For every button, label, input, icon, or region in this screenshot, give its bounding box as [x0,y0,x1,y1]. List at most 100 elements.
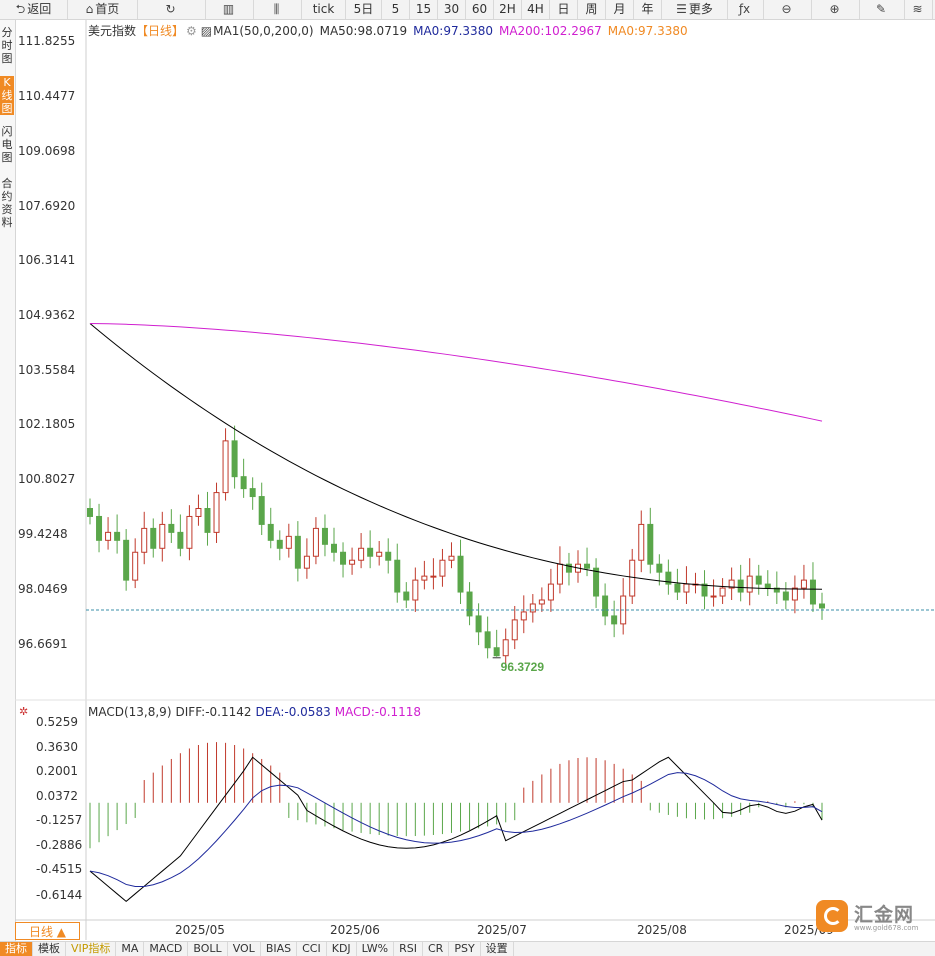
ma-icon[interactable]: ▨ [200,24,213,38]
candle-body [294,535,301,569]
toolbar-14-button[interactable]: 周 [578,0,606,19]
toolbar-12-button[interactable]: 4H [522,0,550,19]
layers-button[interactable]: ≋ [905,0,933,19]
macd-tick-label: -0.4515 [36,862,83,876]
candle-body [665,571,672,585]
macd-settings-icon[interactable]: ✲ [19,705,29,718]
toolbar-10-button[interactable]: 60 [466,0,494,19]
macd-tick-label: -0.2886 [36,838,83,852]
macd-tick-label: 0.2001 [36,764,78,778]
indicator-tab-12[interactable]: CR [423,942,450,956]
toolbar-8-button[interactable]: 15 [410,0,438,19]
instrument-title: 美元指数 [88,24,137,38]
macd-diff-line [89,756,823,903]
indicator-tab-14[interactable]: 设置 [481,942,514,956]
candle-body [656,563,663,573]
candle-body [755,575,762,585]
toolbar-1-button[interactable]: ⌂ 首页 [68,0,138,19]
toolbar-13-button[interactable]: 日 [550,0,578,19]
indicator-tab-4[interactable]: MACD [144,942,189,956]
candle-body [502,639,509,657]
date-tick-label: 2025/06 [330,923,380,937]
indicator-tab-6[interactable]: VOL [228,942,261,956]
toolbar-label: 年 [641,2,654,16]
indicator-tab-1[interactable]: 模板 [33,942,66,956]
candle-body [484,631,491,649]
logo-icon [816,900,848,932]
toolbar-label: 周 [585,2,598,16]
toolbar-label: tick [312,2,335,16]
ma0b-value: MA0:97.3380 [607,24,688,38]
indicator-tab-13[interactable]: PSY [449,942,481,956]
candle-body [141,527,148,553]
indicator-tab-0[interactable]: 指标 [0,942,33,956]
candle-body [448,555,455,561]
candle-body [177,531,184,549]
candle-body [331,543,337,553]
toolbar-11-button[interactable]: 2H [494,0,522,19]
zoom-out-icon: ⊖ [781,2,792,16]
view-tab-2[interactable]: 闪电图 [1,125,13,164]
candle-body [150,527,157,549]
toolbar-label: 4H [527,2,544,16]
indicator-tab-2[interactable]: VIP指标 [66,942,117,956]
toolbar-6-button[interactable]: 5日 [346,0,382,19]
indicator-tab-10[interactable]: LW% [357,942,395,956]
toolbar-label: 5日 [353,2,374,16]
function-button[interactable]: ƒx [728,0,764,19]
toolbar-9-button[interactable]: 30 [438,0,466,19]
date-tick-label: 2025/05 [175,923,225,937]
candle-body [538,599,545,605]
candle-body [114,531,121,541]
candle-body [728,579,735,589]
refresh-icon: ↻ [165,2,176,16]
candle-body [602,595,609,617]
toolbar-label: 60 [471,2,488,16]
candle-body [475,615,482,633]
toolbar-7-button[interactable]: 5 [382,0,410,19]
candle-body [638,523,645,561]
toolbar-label: 2H [499,2,516,16]
price-tick-label: 100.8027 [18,472,76,486]
period-selector-button[interactable]: 日线 ▲ [15,922,80,940]
price-tick-label: 103.5584 [18,363,76,377]
view-tab-1[interactable]: K线图 [0,76,14,115]
gear-icon[interactable]: ⚙ [186,24,197,38]
macd-diff: DIFF:-0.1142 [175,705,252,719]
indicator-tab-7[interactable]: BIAS [261,942,298,956]
view-tab-3[interactable]: 合约资料 [1,177,13,229]
toolbar-17-button[interactable]: ☰ 更多 [662,0,728,19]
toolbar-label: 首页 [95,2,120,16]
candle-body [367,547,374,557]
layers-icon: ≋ [912,2,923,16]
function-icon: ƒx [738,2,751,16]
candle-body [96,515,103,541]
pencil-button[interactable]: ✎ [860,0,905,19]
indicator-tab-3[interactable]: MA [116,942,145,956]
toolbar-15-button[interactable]: 月 [606,0,634,19]
indicator-tab-5[interactable]: BOLL [188,942,228,956]
view-tab-0[interactable]: 分时图 [1,26,13,65]
candle-body [611,615,618,625]
candlestick-button[interactable]: ⫼ [254,0,302,19]
bar-chart-button[interactable]: ▥ [206,0,254,19]
refresh-button[interactable]: ↻ [138,0,206,19]
candle-body [258,496,265,525]
toolbar-5-button[interactable]: tick [302,0,346,19]
zoom-out-button[interactable]: ⊖ [764,0,812,19]
candle-body [556,563,563,585]
price-tick-label: 104.9362 [18,308,76,322]
indicator-tab-9[interactable]: KDJ [327,942,357,956]
zoom-in-button[interactable]: ⊕ [812,0,860,19]
candle-body [674,583,681,593]
indicator-tab-8[interactable]: CCI [297,942,327,956]
indicator-tab-11[interactable]: RSI [394,942,423,956]
toolbar-0-button[interactable]: ⮌ 返回 [0,0,68,19]
left-view-tabs: 分时图 K线图闪电图合约资料 [0,20,16,950]
toolbar-16-button[interactable]: 年 [634,0,662,19]
macd-tick-label: 0.0372 [36,789,78,803]
logo-site: www.gold678.com [854,924,919,932]
candle-body [773,587,780,593]
indicator-bar: 指标 模板 VIP指标 MA MACD BOLL VOL BIAS CCI KDJ LW% RSI CR… [0,941,935,956]
